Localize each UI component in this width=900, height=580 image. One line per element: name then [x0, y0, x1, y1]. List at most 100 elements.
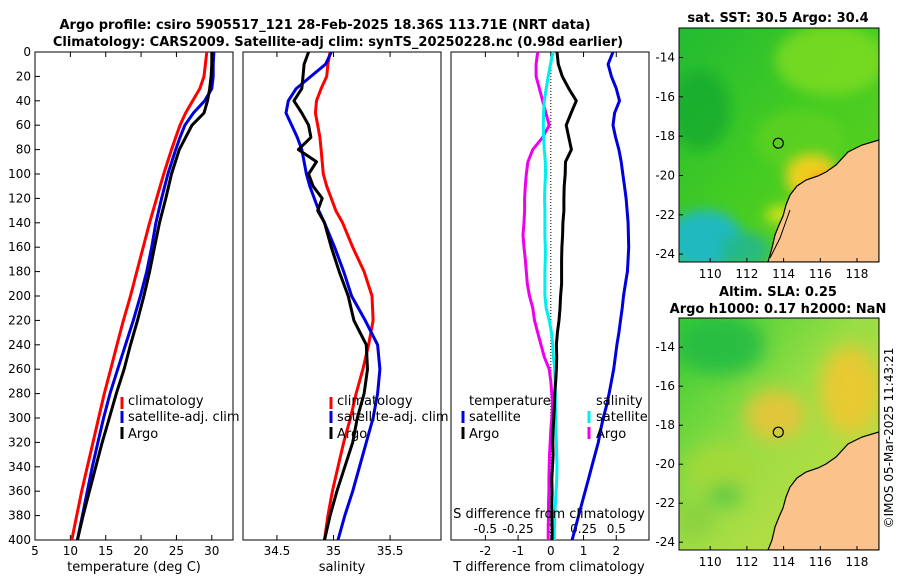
- temperature-profiles: [70, 51, 216, 541]
- sst-lon-tick-label: 118: [846, 267, 869, 281]
- depth-tick-label: 300: [8, 411, 31, 425]
- salinity-x-tick-label: 35.5: [377, 544, 404, 558]
- sst-map: sat. SST: 30.5 Argo: 30.4 110 112 114 116 11…: [655, 11, 880, 281]
- temperature-x-tick-label: 5: [31, 544, 39, 558]
- depth-tick-label: 200: [8, 289, 31, 303]
- depth-tick-label: 360: [8, 484, 31, 498]
- legend-label-sal-argo: Argo: [596, 427, 626, 442]
- temperature-x-label: temperature (deg C): [67, 560, 201, 575]
- depth-tick-label: 240: [8, 338, 31, 352]
- sla-field: [679, 318, 879, 550]
- sla-lat-tick-label: -14: [655, 340, 675, 354]
- sst-cool-southwest2: [720, 232, 770, 262]
- sst-land: [767, 139, 879, 262]
- temperature-satellite-adj-clim-line: [75, 51, 216, 541]
- sst-lon-tick-label: 114: [772, 267, 795, 281]
- legend-label-argo: Argo: [128, 427, 158, 442]
- depth-tick-label: 220: [8, 313, 31, 327]
- salinity-profiles: [284, 51, 382, 541]
- argo-position-marker: [772, 426, 784, 438]
- legend-label-temp-satellite: satellite: [469, 410, 521, 425]
- sst-map-frame: [678, 27, 880, 263]
- sst-lat-tick-label: -20: [655, 168, 675, 182]
- depth-y-ticks: 0 20 40 60 80 100 120 140 160 180 200 220 240 260 280 3…: [8, 45, 40, 547]
- salinity-climatology-line: [313, 51, 375, 541]
- t-difference-x-ticks: -2 -1 0 1 2: [479, 52, 620, 558]
- depth-tick-label: 340: [8, 460, 31, 474]
- salinity-x-label: salinity: [319, 560, 366, 575]
- sla-lon-tick-label: 110: [699, 555, 722, 569]
- legend-title-salinity: salinity: [596, 394, 643, 409]
- difference-salinity-argo-line: [550, 51, 578, 540]
- temperature-axes-frame: [34, 51, 234, 541]
- legend-label-satellite: satellite-adj. clim: [128, 410, 240, 425]
- salinity-legend: climatology satellite-adj. clim Argo: [329, 394, 449, 442]
- sla-map: Altim. SLA: 0.25 Argo h1000: 0.17 h2000:…: [655, 285, 886, 569]
- copyright-timestamp: ©IMOS 05-Mar-2025 11:43:21: [882, 348, 896, 529]
- sla-lon-tick-label: 116: [809, 555, 832, 569]
- sla-land: [767, 431, 879, 550]
- difference-legend: temperature satellite Argo salinity sate…: [461, 394, 648, 442]
- depth-tick-label: 180: [8, 265, 31, 279]
- sst-lon-tick-label: 110: [699, 267, 722, 281]
- sst-coastline-detail: [769, 209, 791, 259]
- temperature-legend: climatology satellite-adj. clim Argo: [120, 394, 240, 442]
- t-difference-x-tick-label: 2: [612, 544, 620, 558]
- sla-lat-tick-label: -22: [655, 496, 675, 510]
- legend-label-sal-satellite: satellite: [596, 410, 648, 425]
- temperature-x-tick-label: 10: [63, 544, 78, 558]
- s-difference-label: S difference from climatology: [453, 507, 645, 522]
- sst-map-title: sat. SST: 30.5 Argo: 30.4: [687, 11, 868, 26]
- difference-temperature-argo-line: [570, 51, 631, 541]
- sst-lat-ticks: -14 -16 -18 -20 -22 -24: [655, 50, 683, 261]
- t-difference-x-tick-label: -2: [479, 544, 491, 558]
- depth-tick-label: 160: [8, 240, 31, 254]
- sst-dark-patch: [679, 70, 730, 150]
- sla-high-east: [820, 345, 879, 435]
- legend-label-climatology: climatology: [128, 394, 204, 409]
- salinity-x-tick-label: 34.5: [264, 544, 291, 558]
- figure-title-line1: Argo profile: csiro 5905517_121 28-Feb-2…: [59, 18, 590, 33]
- temperature-climatology-line: [70, 51, 209, 541]
- sst-lon-tick-label: 116: [809, 267, 832, 281]
- depth-tick-label: 120: [8, 191, 31, 205]
- temperature-argo-line: [75, 52, 214, 541]
- sla-lon-tick-label: 112: [735, 555, 758, 569]
- sla-texture: [679, 318, 879, 540]
- depth-tick-label: 260: [8, 362, 31, 376]
- depth-tick-label: 0: [23, 45, 31, 59]
- salinity-axes-frame: [242, 51, 442, 541]
- sla-lat-ticks: -14 -16 -18 -20 -22 -24: [655, 340, 683, 549]
- depth-tick-label: 80: [16, 143, 31, 157]
- sst-lat-tick-label: -14: [655, 50, 675, 64]
- depth-tick-label: 140: [8, 216, 31, 230]
- sla-lon-tick-label: 114: [772, 555, 795, 569]
- salinity-x-ticks: 34.5 35 35.5: [264, 52, 404, 558]
- legend-label-argo: Argo: [337, 427, 367, 442]
- sla-map-frame: [678, 317, 880, 551]
- legend-title-temperature: temperature: [469, 394, 551, 409]
- sla-low-north: [679, 318, 765, 375]
- sst-lat-tick-label: -18: [655, 129, 675, 143]
- argo-position-marker: [772, 137, 784, 149]
- sst-field: [679, 28, 879, 262]
- sst-lat-tick-label: -16: [655, 90, 675, 104]
- t-difference-x-tick-label: -1: [512, 544, 524, 558]
- sla-high-center: [745, 390, 805, 440]
- depth-tick-label: 100: [8, 167, 31, 181]
- sla-low-south: [707, 483, 743, 507]
- s-difference-tick-label: -0.25: [503, 522, 534, 536]
- s-difference-tick-label: -0.5: [474, 522, 497, 536]
- temperature-x-tick-label: 25: [169, 544, 184, 558]
- sla-low-west: [679, 500, 715, 540]
- sla-lat-tick-label: -18: [655, 418, 675, 432]
- legend-label-satellite: satellite-adj. clim: [337, 410, 449, 425]
- legend-label-temp-argo: Argo: [469, 427, 499, 442]
- temperature-x-ticks: 5 10 15 20 25 30: [31, 52, 219, 558]
- salinity-x-tick-label: 35: [326, 544, 341, 558]
- sla-map-title: Altim. SLA: 0.25: [719, 285, 837, 300]
- depth-tick-label: 280: [8, 387, 31, 401]
- t-difference-x-tick-label: 0: [547, 544, 555, 558]
- sla-lat-tick-label: -20: [655, 457, 675, 471]
